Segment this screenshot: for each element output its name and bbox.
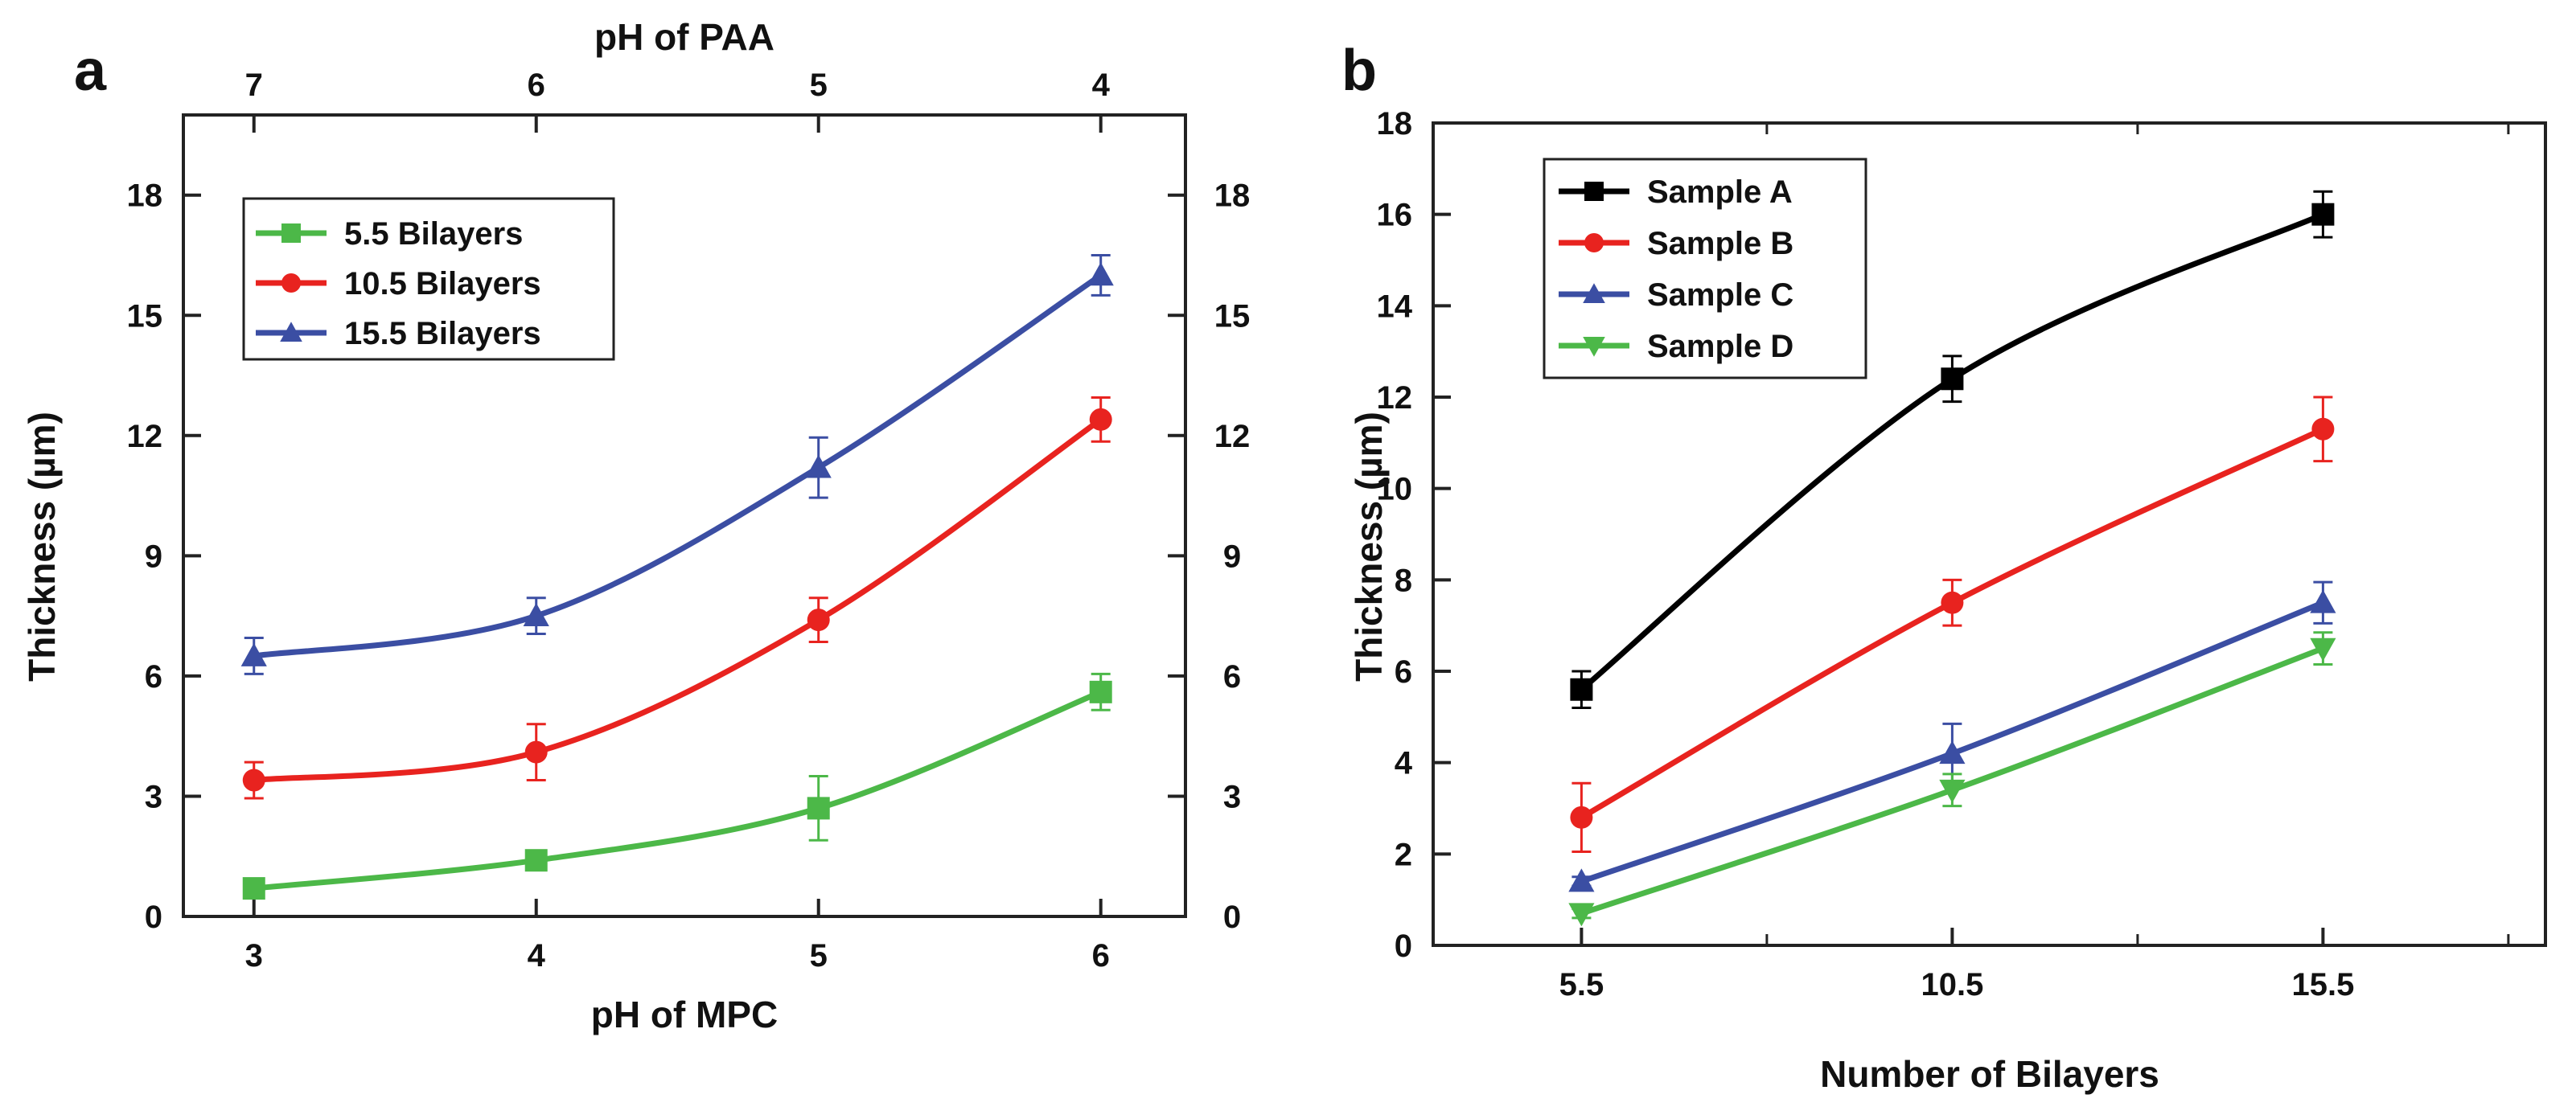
data-point [1568, 903, 1595, 927]
data-point [1568, 868, 1595, 892]
y-tick-label: 2 [1395, 837, 1412, 872]
legend-label-0: 5.5 Bilayers [344, 216, 523, 252]
y2-tick-label: 18 [1214, 178, 1251, 214]
legend-marker-3 [1583, 336, 1605, 357]
legend-label-3: Sample D [1647, 329, 1793, 364]
data-point [1939, 740, 1966, 765]
panel-b-y-axis-title: Thickness (µm) [1348, 412, 1390, 682]
panel-b-x-axis-title: Number of Bilayers [1820, 1053, 2159, 1095]
panel-a-legend: 5.5 Bilayers 10.5 Bilayers 15.5 Bilayers [242, 197, 615, 361]
data-point [807, 609, 830, 632]
data-point [523, 603, 549, 627]
panel-b-series [1568, 190, 2336, 927]
x-tick-label: 10.5 [1921, 967, 1983, 1002]
panel-a: a 3 7 4 6 5 5 6 4 0 0 3 3 6 6 9 9 12 12 15 15 18 18 pH of PAA… [21, 16, 1250, 1035]
data-point [2311, 203, 2335, 226]
data-point [1570, 806, 1593, 829]
x-tick-label: 3 [245, 938, 263, 974]
y2-tick-label: 3 [1223, 779, 1241, 814]
data-point [242, 877, 265, 900]
x-tick-label: 4 [528, 938, 546, 974]
panel-b-axes: 5.5 10.5 15.5 0 2 4 6 8 10 12 14 16 18 [1377, 106, 2547, 1002]
y-tick-label: 0 [145, 900, 162, 935]
y-tick-label: 16 [1377, 198, 1413, 233]
legend-label-1: Sample B [1647, 226, 1793, 261]
data-point [805, 454, 832, 478]
y-tick-label: 18 [1377, 106, 1413, 141]
y2-tick-label: 15 [1214, 298, 1251, 334]
panel-b-frame [1432, 121, 2547, 947]
data-point [2311, 417, 2335, 441]
panel-a-frame [182, 113, 1187, 918]
data-point [1087, 262, 1114, 286]
legend-label-0: Sample A [1647, 174, 1793, 210]
data-point [1939, 779, 1966, 803]
data-point [524, 849, 548, 872]
panel-b-legend: Sample A Sample B Sample C Sample D [1543, 158, 1867, 379]
x-tick-label: 15.5 [2291, 967, 2354, 1002]
x-tick-label: 6 [1092, 938, 1110, 974]
y2-tick-label: 12 [1214, 419, 1251, 454]
panel-b: b 5.5 10.5 15.5 0 2 4 6 8 10 12 14 16 18 Number of B… [1341, 39, 2547, 1095]
series-line-1 [251, 416, 1104, 784]
y-tick-label: 10 [1377, 472, 1413, 507]
x-tick-label: 5 [810, 938, 828, 974]
y-tick-label: 12 [127, 419, 163, 454]
legend-marker-0 [281, 223, 301, 243]
y-tick-label: 14 [1377, 289, 1413, 324]
y-tick-label: 12 [1377, 380, 1413, 416]
y-tick-label: 4 [1395, 746, 1413, 781]
y-tick-label: 6 [145, 659, 162, 695]
panel-b-letter: b [1341, 39, 1377, 103]
y-tick-label: 18 [127, 178, 163, 214]
panel-a-x-axis-title: pH of MPC [591, 994, 779, 1035]
legend-label-1: 10.5 Bilayers [344, 266, 541, 301]
x2-tick-label: 4 [1092, 68, 1111, 103]
data-point [1089, 680, 1112, 703]
y2-tick-label: 6 [1223, 659, 1241, 695]
x2-tick-label: 6 [528, 68, 545, 103]
data-point [807, 797, 830, 820]
data-point [1941, 367, 1964, 391]
panel-a-top-axis-title: pH of PAA [594, 16, 774, 58]
panel-a-letter: a [74, 39, 107, 103]
y-tick-label: 6 [1395, 654, 1412, 690]
data-point [524, 740, 548, 764]
y2-tick-label: 0 [1223, 900, 1241, 935]
data-point [2310, 637, 2336, 662]
legend-label-2: Sample C [1647, 277, 1793, 313]
legend-marker-0 [1584, 182, 1604, 201]
panel-a-axes: 3 7 4 6 5 5 6 4 0 0 3 3 6 6 9 9 12 12 15 15 18 18 [127, 68, 1251, 974]
x2-tick-label: 5 [810, 68, 828, 103]
series-line-2 [251, 272, 1104, 659]
panel-a-series [240, 253, 1114, 900]
y-tick-label: 9 [145, 539, 162, 574]
data-point [2310, 589, 2336, 613]
y-tick-label: 3 [145, 779, 162, 814]
legend-marker-2 [1583, 283, 1605, 304]
x-tick-label: 5.5 [1559, 967, 1604, 1002]
data-point [240, 642, 267, 666]
x2-tick-label: 7 [245, 68, 263, 103]
data-point [1570, 678, 1593, 701]
y-tick-label: 15 [127, 298, 163, 334]
legend-marker-1 [1584, 233, 1604, 252]
legend-marker-2 [280, 322, 302, 342]
series-line-0 [251, 689, 1104, 892]
data-point [242, 769, 265, 792]
y-tick-label: 8 [1395, 563, 1412, 598]
legend-label-2: 15.5 Bilayers [344, 316, 541, 351]
data-point [1089, 408, 1112, 431]
y-tick-label: 0 [1395, 928, 1412, 964]
legend-marker-1 [281, 273, 301, 293]
data-point [1941, 591, 1964, 614]
panel-a-y-axis-title: Thickness (µm) [21, 412, 63, 682]
y2-tick-label: 9 [1223, 539, 1241, 574]
